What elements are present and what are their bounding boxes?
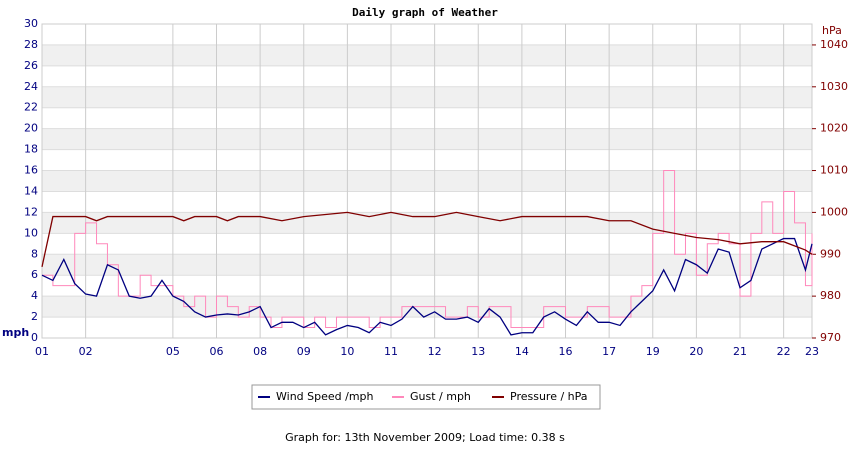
y-tick-label: 20 xyxy=(24,122,38,135)
series-line xyxy=(42,170,813,329)
x-tick-label: 10 xyxy=(340,345,354,358)
y2-tick-label: 1040 xyxy=(820,38,848,51)
grid-band xyxy=(42,86,812,108)
chart-title: Daily graph of Weather xyxy=(352,6,498,19)
x-tick-label: 08 xyxy=(253,345,267,358)
y-tick-label: 22 xyxy=(24,101,38,114)
y-tick-label: 26 xyxy=(24,59,38,72)
x-tick-label: 06 xyxy=(210,345,224,358)
grid-band xyxy=(42,128,812,150)
x-tick-label: 20 xyxy=(689,345,703,358)
y-tick-label: 16 xyxy=(24,164,38,177)
x-tick-label: 05 xyxy=(166,345,180,358)
x-tick-label: 19 xyxy=(646,345,660,358)
y-tick-label: 0 xyxy=(31,331,38,344)
footer: Graph for: 13th November 2009; Load time… xyxy=(285,431,565,444)
legend-label: Gust / mph xyxy=(410,390,471,403)
grid-band xyxy=(42,170,812,192)
x-tick-label: 09 xyxy=(297,345,311,358)
x-tick-label: 11 xyxy=(384,345,398,358)
y-tick-label: 12 xyxy=(24,205,38,218)
x-tick-label: 21 xyxy=(733,345,747,358)
series-line xyxy=(41,237,813,336)
y2-tick-label: 980 xyxy=(820,289,841,302)
x-tick-label: 02 xyxy=(79,345,93,358)
x-tick-label: 13 xyxy=(471,345,485,358)
y2-tick-label: 1020 xyxy=(820,122,848,135)
x-tick-label: 23 xyxy=(805,345,819,358)
y-tick-label: 6 xyxy=(31,268,38,281)
y-tick-label: 10 xyxy=(24,226,38,239)
y-tick-label: 24 xyxy=(24,80,38,93)
plot-border xyxy=(41,23,813,339)
y2-tick-label: 990 xyxy=(820,247,841,260)
legend-box xyxy=(251,384,601,410)
legend-label: Pressure / hPa xyxy=(510,390,588,403)
y2-tick-label: 1010 xyxy=(820,164,848,177)
y-tick-label: 28 xyxy=(24,38,38,51)
series-line xyxy=(41,211,813,267)
y2-axis-label: hPa xyxy=(822,24,842,37)
y-tick-label: 4 xyxy=(31,289,38,302)
y-tick-label: 30 xyxy=(24,17,38,30)
y-tick-label: 14 xyxy=(24,184,38,197)
x-tick-label: 17 xyxy=(602,345,616,358)
x-tick-label: 14 xyxy=(515,345,529,358)
x-tick-label: 16 xyxy=(559,345,573,358)
y-tick-label: 8 xyxy=(31,247,38,260)
plot-area xyxy=(41,23,813,339)
y-axis-label: mph xyxy=(2,326,29,339)
x-tick-label: 12 xyxy=(428,345,442,358)
grid-band xyxy=(42,44,812,66)
x-tick-label: 22 xyxy=(777,345,791,358)
x-tick-label: 01 xyxy=(35,345,49,358)
y2-tick-label: 970 xyxy=(820,331,841,344)
y-tick-label: 2 xyxy=(31,310,38,323)
y2-tick-label: 1030 xyxy=(820,80,848,93)
grid-band xyxy=(42,254,812,276)
y-tick-label: 18 xyxy=(24,143,38,156)
y2-tick-label: 1000 xyxy=(820,205,848,218)
legend-label: Wind Speed /mph xyxy=(276,390,374,403)
